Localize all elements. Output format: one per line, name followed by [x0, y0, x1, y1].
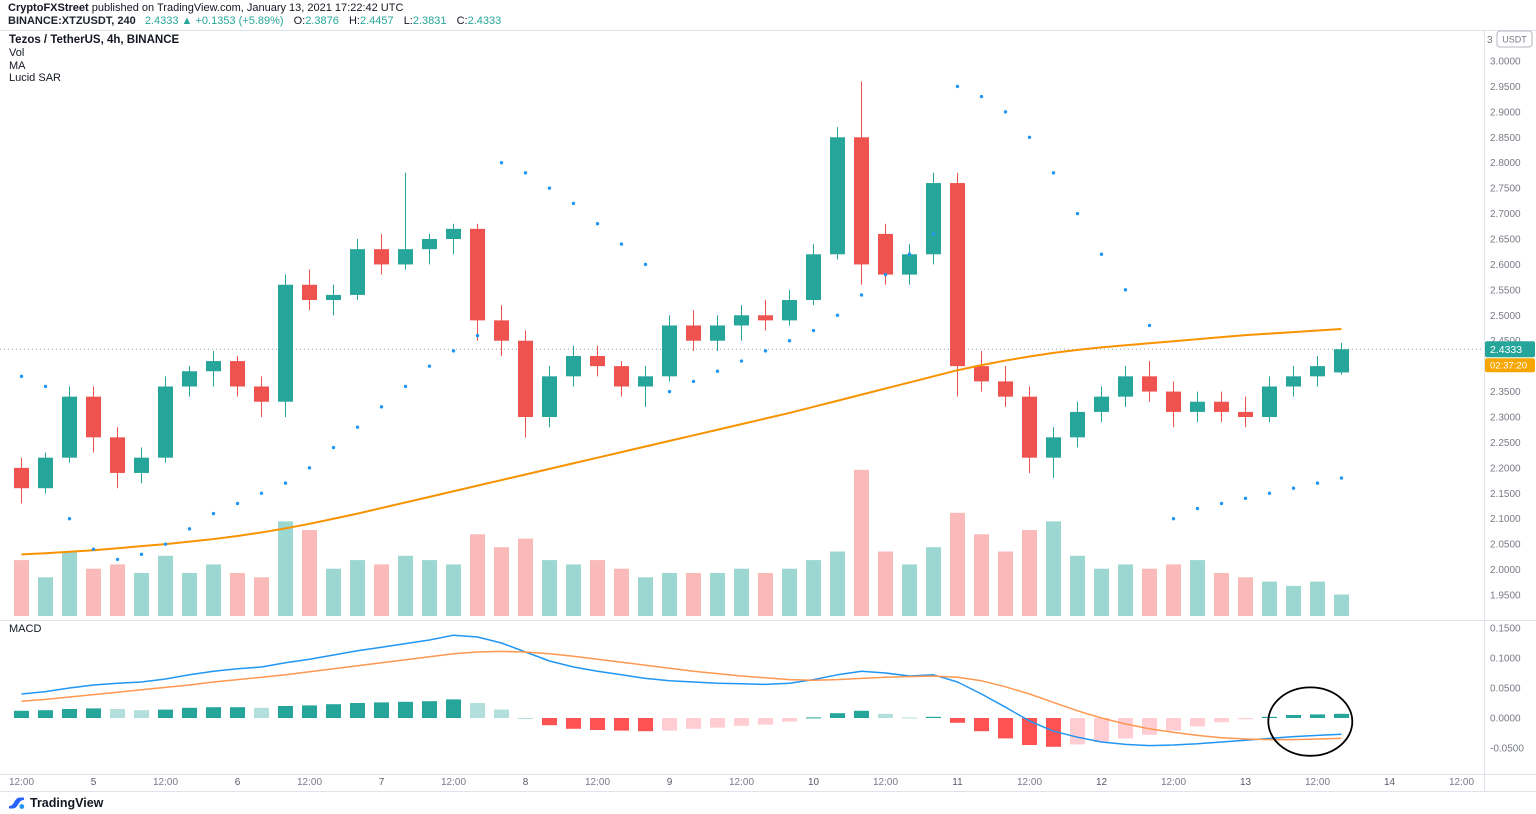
svg-text:2.4333: 2.4333 [1490, 344, 1522, 356]
svg-text:12:00: 12:00 [297, 777, 322, 788]
svg-text:3.0000: 3.0000 [1490, 57, 1521, 68]
chart-legend: Tezos / TetherUS, 4h, BINANCE Vol MA Luc… [9, 34, 179, 85]
last-price: 2.4333 [144, 15, 179, 27]
annotation-ellipse [1267, 686, 1354, 757]
ticker-line: BINANCE:XTZUSDT, 240 2.4333 ▲ +0.1353 (+… [8, 15, 501, 27]
svg-text:2.2000: 2.2000 [1490, 463, 1521, 474]
low-value: 2.3831 [412, 15, 447, 27]
svg-text:5: 5 [91, 777, 97, 788]
tradingview-logo-text[interactable]: TradingView [30, 796, 104, 810]
svg-text:12:00: 12:00 [1449, 777, 1474, 788]
svg-text:2.8500: 2.8500 [1490, 133, 1521, 144]
svg-text:2.8000: 2.8000 [1490, 158, 1521, 169]
svg-text:2.3500: 2.3500 [1490, 387, 1521, 398]
lucid-sar-dots [19, 84, 1344, 562]
svg-text:10: 10 [808, 777, 820, 788]
svg-text:8: 8 [523, 777, 529, 788]
tradingview-logo-icon[interactable] [8, 796, 25, 811]
svg-text:7: 7 [379, 777, 385, 788]
svg-text:2.3000: 2.3000 [1490, 412, 1521, 423]
svg-text:2.9500: 2.9500 [1490, 82, 1521, 93]
volume-layer [14, 469, 1349, 616]
macd-lines [21, 634, 1342, 747]
change-arrow-icon: ▲ [181, 15, 193, 27]
footer-bar: TradingView [0, 792, 1536, 814]
svg-text:2.6500: 2.6500 [1490, 234, 1521, 245]
svg-text:02:37:20: 02:37:20 [1490, 361, 1527, 372]
symbol-label: BINANCE:XTZUSDT, 240 [8, 15, 136, 27]
svg-text:0.0000: 0.0000 [1490, 714, 1521, 725]
svg-text:2.7500: 2.7500 [1490, 184, 1521, 195]
svg-text:9: 9 [667, 777, 673, 788]
svg-text:2.1500: 2.1500 [1490, 489, 1521, 500]
svg-text:USDT: USDT [1502, 35, 1527, 45]
svg-text:12:00: 12:00 [873, 777, 898, 788]
svg-text:2.6000: 2.6000 [1490, 260, 1521, 271]
high-value: 2.4457 [359, 15, 394, 27]
attribution-line: CryptoFXStreet published on TradingView.… [8, 2, 403, 14]
svg-text:2.5500: 2.5500 [1490, 285, 1521, 296]
low-label: L: [403, 15, 413, 27]
svg-text:1.9500: 1.9500 [1490, 591, 1521, 602]
svg-text:12:00: 12:00 [441, 777, 466, 788]
high-label: H: [348, 15, 360, 27]
legend-indicator-lucid-sar[interactable]: Lucid SAR [9, 72, 61, 84]
macd-histogram [14, 699, 1349, 747]
svg-text:2.2500: 2.2500 [1490, 438, 1521, 449]
svg-text:2.0500: 2.0500 [1490, 540, 1521, 551]
legend-indicator-vol[interactable]: Vol [9, 47, 25, 59]
ma-line [21, 328, 1342, 556]
svg-text:2.0000: 2.0000 [1490, 565, 1521, 576]
svg-text:12:00: 12:00 [1161, 777, 1186, 788]
svg-text:12: 12 [1096, 777, 1108, 788]
svg-text:-0.0500: -0.0500 [1490, 744, 1524, 755]
svg-text:2.5000: 2.5000 [1490, 311, 1521, 322]
attribution-author: CryptoFXStreet [8, 2, 89, 14]
svg-text:0.1500: 0.1500 [1490, 624, 1521, 635]
svg-text:2.7000: 2.7000 [1490, 209, 1521, 220]
svg-text:11: 11 [952, 777, 963, 788]
price-change: +0.1353 (+5.89%) [195, 15, 284, 27]
price-axis[interactable]: 3.0000 2.9500 2.9000 2.8500 2.8000 2.7500 2.70… [1487, 35, 1521, 602]
legend-symbol-title[interactable]: Tezos / TetherUS, 4h, BINANCE [9, 34, 180, 46]
svg-text:6: 6 [235, 777, 241, 788]
svg-text:12:00: 12:00 [1017, 777, 1042, 788]
bar-countdown-badge: 02:37:20 [1485, 358, 1535, 373]
svg-text:12:00: 12:00 [729, 777, 754, 788]
open-value: 2.3876 [305, 15, 339, 27]
svg-text:2.9000: 2.9000 [1490, 107, 1521, 118]
last-price-badge: 2.4333 [1485, 341, 1535, 358]
svg-text:12:00: 12:00 [153, 777, 178, 788]
svg-text:13: 13 [1240, 777, 1252, 788]
svg-text:14: 14 [1384, 777, 1396, 788]
svg-text:2.1000: 2.1000 [1490, 514, 1521, 525]
close-label: C: [456, 15, 468, 27]
pane-separators [0, 30, 1536, 792]
open-label: O: [293, 15, 306, 27]
svg-text:12:00: 12:00 [585, 777, 610, 788]
macd-panel-label[interactable]: MACD [9, 623, 42, 635]
time-axis[interactable]: 12:00 5 12:00 6 12:00 7 12:00 8 12:00 9 12:00 10 12:… [9, 777, 1474, 788]
svg-text:12:00: 12:00 [1305, 777, 1330, 788]
close-value: 2.4333 [467, 15, 502, 27]
svg-text:0.1000: 0.1000 [1490, 654, 1521, 665]
macd-axis[interactable]: 0.1500 0.1000 0.0500 0.0000 -0.0500 [1490, 624, 1524, 755]
attribution-text: published on TradingView.com, January 13… [88, 2, 404, 14]
candles-layer [14, 81, 1349, 504]
currency-unit-badge[interactable]: USDT [1496, 30, 1533, 48]
legend-indicator-ma[interactable]: MA [9, 59, 26, 72]
svg-text:3: 3 [1487, 35, 1493, 46]
svg-text:12:00: 12:00 [9, 777, 34, 788]
svg-text:0.0500: 0.0500 [1490, 684, 1521, 695]
